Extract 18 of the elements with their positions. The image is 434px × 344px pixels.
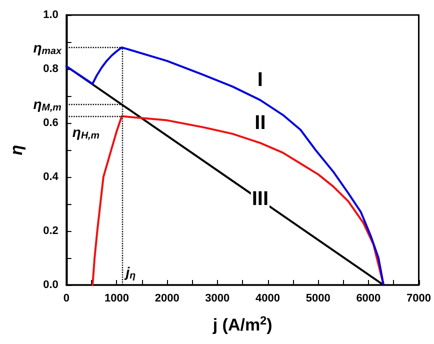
y-tick-label: 1.0 <box>43 9 58 21</box>
x-tick-label: 4000 <box>256 292 280 304</box>
y-axis-title: η <box>7 144 26 156</box>
x-tick-label: 6000 <box>356 292 381 304</box>
y-tick-label: 0.4 <box>43 171 60 183</box>
y-tick-label: 0.6 <box>43 117 58 129</box>
x-tick-label: 5000 <box>306 292 330 304</box>
y-tick-label: 0.2 <box>43 225 58 237</box>
x-tick-label: 1000 <box>104 292 129 304</box>
x-tick-label: 2000 <box>154 292 180 304</box>
x-tick-label: 3000 <box>205 292 230 304</box>
series-label: I <box>257 69 263 92</box>
series-label: III <box>252 188 269 210</box>
y-tick-label: 0.8 <box>43 63 58 75</box>
series-label: II <box>254 112 266 134</box>
x-tick-label: 7000 <box>406 292 432 304</box>
y-tick-label: 0.0 <box>43 279 58 291</box>
x-tick-label: 0 <box>63 292 70 304</box>
